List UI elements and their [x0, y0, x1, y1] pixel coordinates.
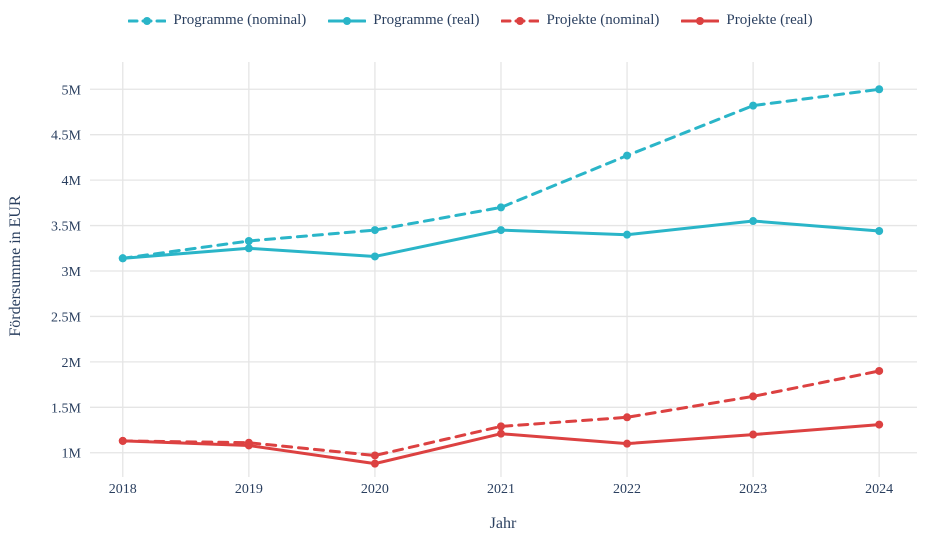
x-tick-label: 2018 — [109, 482, 137, 497]
y-tick-label: 4.5M — [51, 129, 82, 144]
legend-item-programme-nominal[interactable]: Programme (nominal) — [128, 12, 306, 29]
data-point-projekte-real — [118, 436, 127, 445]
data-point-programme-real — [370, 252, 379, 261]
y-tick-label: 1.5M — [51, 401, 82, 416]
data-point-programme-real — [623, 230, 632, 239]
y-tick-label: 3M — [62, 265, 82, 280]
x-tick-label: 2021 — [487, 482, 515, 497]
x-axis-tick-labels: 2018 2019 2020 2021 2022 2023 2024 — [109, 482, 893, 497]
data-point-projekte-nominal — [623, 413, 632, 422]
x-tick-label: 2023 — [739, 482, 767, 497]
data-point-programme-nominal — [370, 226, 379, 235]
data-point-projekte-real — [623, 439, 632, 448]
legend-item-projekte-real[interactable]: Projekte (real) — [681, 12, 813, 29]
legend-label: Projekte (real) — [726, 12, 813, 28]
data-point-projekte-real — [244, 441, 253, 450]
y-tick-label: 4M — [62, 174, 82, 189]
x-tick-label: 2022 — [613, 482, 641, 497]
data-point-projekte-nominal — [370, 451, 379, 460]
data-point-projekte-nominal — [496, 422, 505, 431]
legend-line-sample-icon — [681, 16, 720, 25]
legend-line-sample-icon — [328, 16, 367, 25]
data-point-projekte-nominal — [875, 366, 884, 375]
x-axis-title: Jahr — [490, 515, 517, 532]
legend-item-projekte-nominal[interactable]: Projekte (nominal) — [501, 12, 659, 29]
data-point-programme-real — [496, 226, 505, 235]
data-point-projekte-real — [875, 420, 884, 429]
y-tick-label: 2M — [62, 356, 82, 371]
legend-item-programme-real[interactable]: Programme (real) — [328, 12, 479, 29]
data-point-programme-nominal — [749, 101, 758, 110]
data-point-programme-real — [749, 217, 758, 226]
legend-label: Programme (real) — [373, 12, 480, 28]
y-tick-label: 3.5M — [51, 220, 82, 235]
data-point-projekte-real — [496, 429, 505, 438]
legend-line-sample-icon — [501, 16, 540, 25]
data-point-programme-real — [244, 244, 253, 253]
legend-label: Projekte (nominal) — [546, 12, 660, 28]
data-point-programme-nominal — [875, 85, 884, 94]
data-series — [118, 85, 884, 468]
x-tick-label: 2020 — [361, 482, 389, 497]
data-point-projekte-nominal — [749, 392, 758, 401]
legend-label: Programme (nominal) — [173, 12, 307, 28]
y-tick-label: 1M — [62, 447, 82, 462]
horizontal-gridlines — [90, 88, 917, 454]
data-point-projekte-real — [370, 459, 379, 468]
x-tick-label: 2019 — [235, 482, 263, 497]
data-point-programme-nominal — [244, 237, 253, 246]
data-point-programme-real — [118, 254, 127, 263]
data-point-programme-nominal — [496, 203, 505, 212]
y-tick-label: 2.5M — [51, 310, 82, 325]
vertical-gridlines — [122, 62, 880, 477]
x-tick-label: 2024 — [865, 482, 893, 497]
legend-line-sample-icon — [128, 16, 167, 25]
chart-legend: Programme (nominal) Programme (real) Proje… — [0, 12, 941, 29]
data-point-programme-real — [875, 227, 884, 236]
y-axis-title: Fördersumme in EUR — [7, 195, 24, 337]
data-point-programme-nominal — [623, 151, 632, 160]
y-tick-label: 5M — [62, 83, 82, 98]
data-point-projekte-real — [749, 430, 758, 439]
y-axis-tick-labels: 1M 1.5M 2M 2.5M 3M 3.5M 4M 4.5M 5M — [51, 83, 82, 461]
